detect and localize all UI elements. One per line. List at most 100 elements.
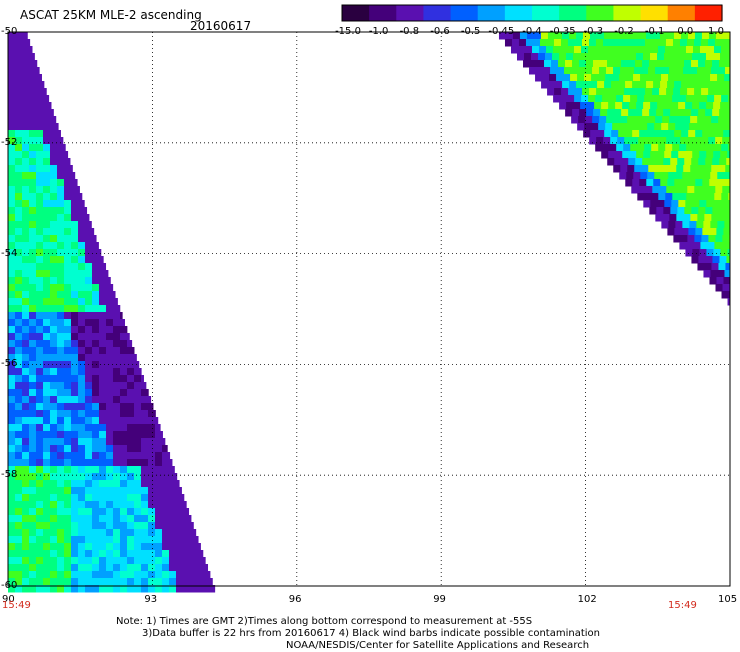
swath-pixel — [57, 123, 59, 131]
swath-pixel — [648, 67, 656, 75]
swath-pixel — [113, 473, 121, 481]
swath-pixel — [36, 494, 44, 502]
swath-pixel — [43, 81, 45, 89]
swath-pixel — [50, 319, 58, 327]
swath-pixel — [8, 438, 16, 446]
swath-pixel — [85, 571, 93, 579]
swath-pixel — [714, 144, 722, 152]
swath-pixel — [57, 564, 65, 572]
swath-pixel — [50, 494, 58, 502]
swath-pixel — [64, 144, 66, 152]
swath-pixel — [547, 88, 555, 96]
swath-pixel — [57, 172, 65, 180]
swath-pixel — [712, 207, 720, 215]
swath-pixel — [8, 123, 16, 131]
swath-pixel — [15, 536, 23, 544]
swath-pixel — [29, 473, 37, 481]
swath-pixel — [709, 130, 717, 138]
swath-pixel — [585, 116, 593, 124]
swath-pixel — [716, 228, 724, 236]
swath-pixel — [50, 284, 58, 292]
swath-pixel — [57, 333, 65, 341]
swath-pixel — [697, 214, 705, 222]
swath-pixel — [605, 74, 613, 82]
swath-pixel — [50, 585, 58, 593]
swath-pixel — [85, 494, 93, 502]
swath-pixel — [633, 74, 641, 82]
swath-pixel — [586, 109, 594, 117]
swath-pixel — [608, 53, 616, 61]
swath-pixel — [50, 333, 58, 341]
swath-pixel — [556, 74, 564, 82]
swath-pixel — [148, 466, 156, 474]
swath-pixel — [644, 144, 652, 152]
swath-pixel — [113, 522, 121, 530]
swath-pixel — [183, 529, 191, 537]
swath-pixel — [29, 200, 37, 208]
swath-pixel — [148, 473, 156, 481]
swath-pixel — [92, 333, 100, 341]
swath-pixel — [85, 459, 93, 467]
swath-pixel — [120, 410, 128, 418]
swath-pixel — [43, 550, 51, 558]
swath-pixel — [715, 235, 723, 243]
swath-pixel — [717, 74, 725, 82]
swath-pixel — [50, 431, 58, 439]
swath-pixel — [22, 109, 30, 117]
swath-pixel — [71, 298, 79, 306]
swath-pixel — [120, 438, 128, 446]
swath-pixel — [687, 235, 695, 243]
swath-pixel — [691, 109, 699, 117]
swath-pixel — [64, 193, 72, 201]
swath-pixel — [668, 172, 676, 180]
swath-pixel — [50, 424, 58, 432]
swath-pixel — [71, 389, 79, 397]
swath-pixel — [85, 298, 93, 306]
swath-pixel — [99, 256, 104, 264]
swath-pixel — [43, 585, 51, 593]
swath-pixel — [99, 326, 107, 334]
swath-pixel — [50, 172, 58, 180]
swath-pixel — [576, 81, 584, 89]
swath-pixel — [553, 39, 562, 47]
swath-pixel — [608, 151, 616, 159]
swath-pixel — [92, 543, 100, 551]
swath-pixel — [681, 81, 689, 89]
swath-pixel — [162, 487, 170, 495]
swath-pixel — [694, 235, 702, 243]
swath-pixel — [535, 74, 543, 82]
swath-pixel — [78, 200, 85, 208]
swath-pixel — [8, 200, 16, 208]
swath-pixel — [8, 417, 16, 425]
swath-pixel — [64, 354, 72, 362]
swath-pixel — [204, 585, 212, 593]
swath-pixel — [510, 46, 519, 54]
swath-pixel — [141, 522, 149, 530]
swath-pixel — [176, 564, 184, 572]
swath-pixel — [106, 375, 114, 383]
swath-pixel — [113, 445, 121, 453]
swath-pixel — [676, 116, 684, 124]
colorbar-swatch — [586, 5, 615, 21]
swath-pixel — [540, 32, 549, 40]
swath-pixel — [698, 256, 706, 264]
swath-pixel — [169, 522, 177, 530]
swath-pixel — [8, 179, 16, 187]
swath-pixel — [637, 39, 646, 47]
swath-pixel — [689, 221, 697, 229]
swath-pixel — [78, 312, 86, 320]
swath-pixel — [57, 466, 65, 474]
swath-pixel — [640, 123, 648, 131]
swath-pixel — [15, 137, 23, 145]
swath-pixel — [567, 39, 576, 47]
swath-pixel — [656, 109, 664, 117]
swath-pixel — [36, 130, 44, 138]
swath-pixel — [8, 578, 16, 586]
swath-pixel — [148, 424, 156, 432]
swath-pixel — [43, 536, 51, 544]
swath-pixel — [537, 60, 545, 68]
swath-pixel — [141, 459, 149, 467]
swath-pixel — [15, 389, 23, 397]
swath-pixel — [43, 207, 51, 215]
swath-pixel — [701, 186, 709, 194]
